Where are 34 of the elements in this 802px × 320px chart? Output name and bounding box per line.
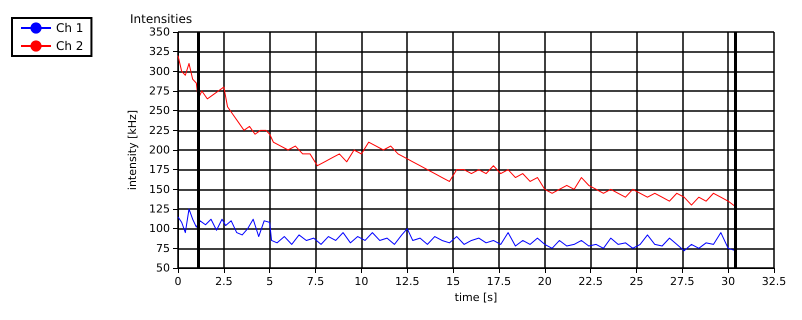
x-tick-label: 2.5: [215, 275, 233, 288]
legend-label: Ch 1: [56, 21, 84, 35]
x-tick-label: 20: [538, 275, 552, 288]
y-tick-label: 50: [156, 262, 170, 274]
y-tick-label: 175: [149, 163, 170, 176]
x-tick-label: 25: [629, 275, 644, 288]
x-axis-title: time [s]: [454, 290, 498, 304]
legend-label: Ch 2: [56, 39, 84, 53]
x-tick-label: 0: [174, 275, 182, 288]
y-tick-label: 225: [149, 124, 170, 137]
x-tick-label: 5: [266, 275, 274, 288]
x-tick-label: 22.5: [578, 275, 603, 288]
y-tick-label: 200: [149, 144, 170, 156]
line-series: [178, 55, 736, 208]
y-tick-label: 150: [149, 182, 170, 196]
x-tick-label: 10: [354, 275, 368, 288]
chart-title: Intensities: [130, 12, 192, 26]
x-tick-label: 15: [446, 275, 460, 288]
y-tick-label: 75: [156, 242, 170, 255]
x-tick-label: 17.5: [486, 275, 512, 288]
y-tick-label: 125: [149, 202, 170, 216]
x-tick-label: 7.5: [306, 275, 324, 288]
x-tick-label: 27.5: [670, 275, 695, 288]
y-tick-label: 275: [149, 84, 170, 98]
y-tick-label: 350: [149, 26, 170, 38]
y-tick-label: 250: [149, 104, 170, 118]
y-tick-label: 300: [149, 64, 170, 78]
y-tick-label: 325: [149, 45, 170, 58]
y-axis-title: intensity [kHz]: [126, 110, 140, 190]
x-tick-label: 30: [721, 275, 736, 288]
line-series: [178, 208, 736, 252]
y-tick-label: 100: [149, 222, 170, 236]
x-tick-label: 32.5: [762, 275, 786, 288]
x-tick-label: 12.5: [394, 275, 420, 288]
